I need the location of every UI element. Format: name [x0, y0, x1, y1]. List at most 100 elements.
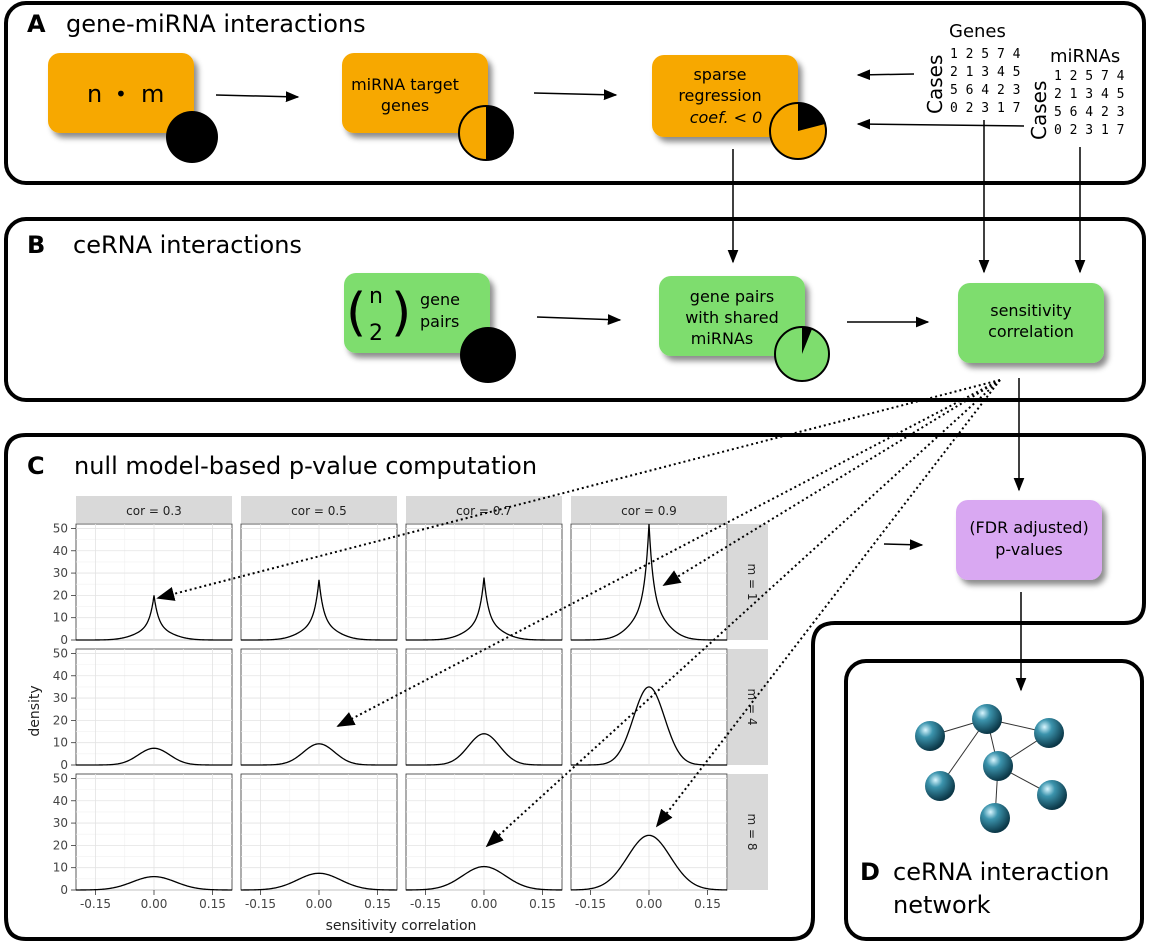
mirnas-matrix-title: miRNAs	[1050, 46, 1120, 67]
panel-r1-c4	[570, 523, 728, 641]
ytick-label: 50	[53, 771, 68, 785]
n2-line2: pairs	[420, 312, 459, 331]
target-genes-box: miRNA target genes	[342, 53, 514, 161]
binom-left-paren: (	[346, 283, 366, 343]
fdr-line2: p-values	[995, 540, 1063, 559]
ytick-label: 20	[53, 713, 68, 727]
section-b-title: ceRNA interactions	[73, 231, 302, 259]
ytick-label: 0	[60, 633, 68, 647]
ytick-label: 30	[53, 566, 68, 580]
target-pie	[458, 105, 514, 161]
genes-row-1: 1 2 5 7 4	[950, 47, 1021, 62]
fdr-line1: (FDR adjusted)	[969, 518, 1088, 537]
ytick-label: 40	[53, 794, 68, 808]
mirnas-matrix-side: Cases	[1027, 81, 1051, 140]
network-node-5	[925, 771, 955, 801]
density-curve-r2-c3	[406, 733, 562, 766]
null-model-density-chart: cor = 0.3 cor = 0.5 cor = 0.7 cor = 0.9 m = …	[27, 496, 768, 934]
binom-top: n	[369, 284, 383, 309]
ytick-label: 20	[53, 838, 68, 852]
shared-line2: with shared	[685, 308, 779, 327]
network-graph	[915, 704, 1067, 833]
genes-row-3: 5 6 4 2 3	[950, 83, 1020, 98]
panel-r1-c2	[240, 523, 398, 641]
mirnas-row-3: 5 6 4 2 3	[1054, 105, 1124, 120]
xtick-label: 0.15	[694, 897, 721, 911]
strip-col-1	[76, 496, 232, 523]
target-line1: miRNA target	[351, 75, 459, 94]
xtick-label: -0.15	[80, 897, 111, 911]
density-curve-r2-c4	[571, 686, 727, 766]
section-a-frame	[4, 1, 1146, 185]
chart-ylabel: density	[27, 685, 43, 736]
section-b-frame	[4, 217, 1146, 402]
strip-row-label-3: m = 8	[745, 813, 759, 850]
arrow-target-to-sparse	[533, 89, 618, 101]
dotted-arrows	[156, 379, 1001, 848]
fdr-pvalues-box: (FDR adjusted) p-values	[956, 500, 1102, 580]
genes-row-4: 0 2 3 1 7	[950, 101, 1020, 116]
xtick-label: 0.15	[529, 897, 556, 911]
sensitivity-line1: sensitivity	[990, 301, 1071, 320]
density-curve-r3-c4	[570, 834, 728, 891]
sensitivity-correlation-box: sensitivity correlation	[958, 283, 1104, 363]
nm-box: n • m	[48, 53, 218, 163]
xtick-label: -0.15	[245, 897, 276, 911]
chart-xlabel: sensitivity correlation	[326, 918, 477, 934]
shared-line1: gene pairs	[690, 287, 774, 306]
ytick-label: 30	[53, 816, 68, 830]
sparse-pie	[769, 102, 827, 160]
ytick-label: 10	[53, 861, 68, 875]
strip-col-label-3: cor = 0.7	[456, 504, 512, 518]
section-a-title: gene-miRNA interactions	[66, 10, 366, 38]
target-line2: genes	[381, 96, 429, 115]
network-node-6	[1037, 780, 1067, 810]
strip-col-label-1: cor = 0.3	[126, 504, 182, 518]
ytick-label: 0	[60, 883, 68, 897]
network-node-1	[915, 721, 945, 751]
density-curve-r1-c1	[76, 595, 232, 641]
ytick-label: 10	[53, 611, 68, 625]
nm-m: m	[141, 80, 164, 108]
xtick-label: 0.00	[141, 897, 168, 911]
density-curve-r3-c2	[240, 872, 398, 891]
mirnas-matrix: miRNAs Cases 1 2 5 7 4 2 1 3 4 5 5 6 4 2…	[1027, 46, 1125, 140]
n-choose-2-box: ( ) n 2 gene pairs	[344, 273, 516, 383]
ytick-label: 50	[53, 521, 68, 535]
ytick-label: 50	[53, 646, 68, 660]
density-curve-r3-c3	[405, 865, 563, 891]
strip-row-label-1: m = 1	[745, 563, 759, 600]
genes-matrix-title: Genes	[949, 21, 1006, 42]
panel-r3-c3	[405, 773, 563, 891]
network-node-3	[1034, 718, 1064, 748]
density-curve-r3-c1	[76, 875, 232, 891]
strip-col-4	[571, 496, 727, 523]
arrow-nm-to-target	[215, 91, 300, 103]
ytick-label: 30	[53, 691, 68, 705]
nm-n: n	[87, 80, 102, 108]
binom-bottom: 2	[369, 321, 383, 346]
xtick-label: 0.00	[471, 897, 498, 911]
arrow-mirnas-to-sparse	[856, 118, 1025, 130]
sparse-line1: sparse	[693, 65, 746, 84]
facet-strips: cor = 0.3 cor = 0.5 cor = 0.7 cor = 0.9 m = …	[76, 496, 768, 890]
sparse-regression-box: sparse regression coef. < 0	[652, 55, 827, 160]
strip-col-3	[406, 496, 562, 523]
density-curve-r2-c1	[76, 747, 232, 766]
nm-pie	[166, 111, 218, 163]
ytick-label: 40	[53, 669, 68, 683]
shared-mirnas-box: gene pairs with shared miRNAs	[659, 276, 830, 382]
arrow-n2-to-shared	[536, 314, 622, 325]
mirnas-row-2: 2 1 3 4 5	[1054, 87, 1124, 102]
section-d-title-line2: network	[893, 891, 991, 919]
n2-line1: gene	[420, 290, 460, 309]
xtick-label: 0.15	[364, 897, 391, 911]
shared-pie	[774, 326, 830, 382]
genes-matrix-side: Cases	[923, 55, 947, 114]
panel-r2-c3	[405, 648, 563, 766]
network-node-7	[980, 803, 1010, 833]
xtick-label: -0.15	[575, 897, 606, 911]
panel-r3-c4	[570, 773, 728, 891]
density-curve-r1-c3	[406, 577, 562, 641]
